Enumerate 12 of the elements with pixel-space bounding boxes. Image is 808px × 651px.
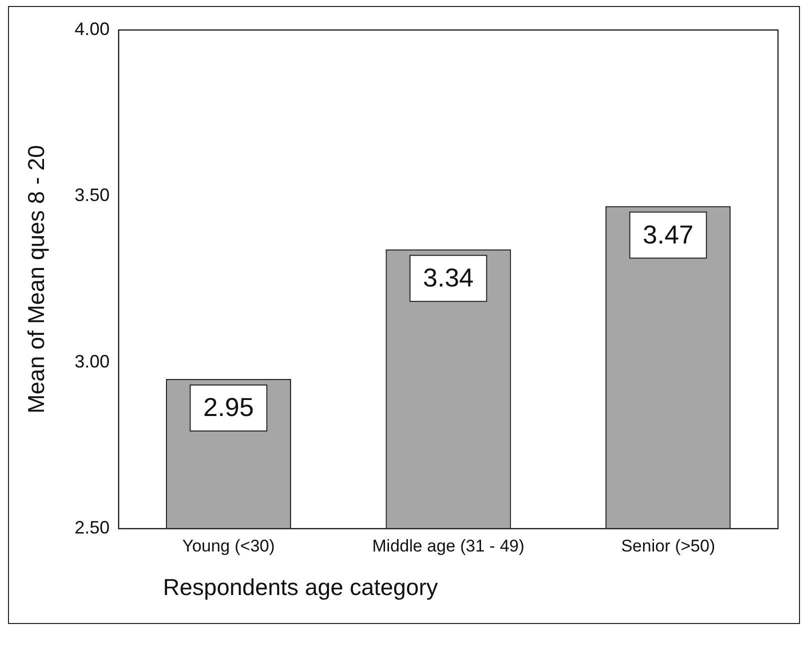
y-axis-title: Mean of Mean ques 8 - 20 — [23, 145, 50, 414]
data-label: 3.47 — [642, 219, 694, 250]
x-tick-label: Senior (>50) — [621, 536, 716, 556]
data-label: 3.34 — [423, 262, 474, 293]
x-tick-label: Young (<30) — [182, 536, 275, 556]
y-tick-label: 4.00 — [74, 18, 110, 39]
data-label: 2.95 — [203, 392, 254, 422]
x-axis-title: Respondents age category — [163, 574, 438, 601]
y-tick-label: 3.50 — [74, 185, 110, 206]
y-tick-label: 2.50 — [74, 518, 110, 538]
x-tick-label: Middle age (31 - 49) — [372, 536, 524, 556]
y-tick-label: 3.00 — [74, 351, 110, 372]
